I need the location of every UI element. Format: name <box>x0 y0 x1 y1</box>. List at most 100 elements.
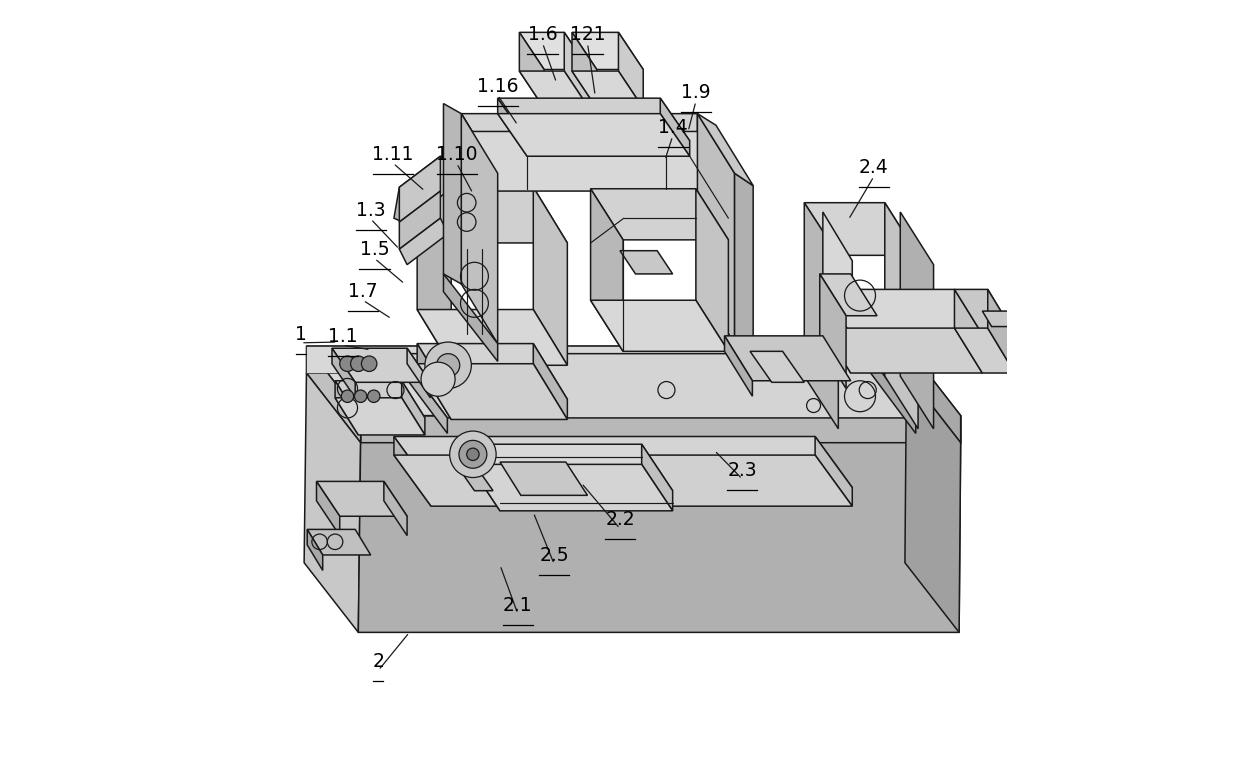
Text: 1.6: 1.6 <box>528 25 558 44</box>
Circle shape <box>341 390 353 402</box>
Polygon shape <box>332 348 430 382</box>
Polygon shape <box>724 336 753 396</box>
Polygon shape <box>660 98 689 156</box>
Polygon shape <box>590 300 728 351</box>
Polygon shape <box>823 289 851 373</box>
Polygon shape <box>815 437 852 506</box>
Polygon shape <box>394 437 852 488</box>
Polygon shape <box>417 364 568 420</box>
Polygon shape <box>399 191 440 249</box>
Text: 2.3: 2.3 <box>728 461 758 480</box>
Circle shape <box>425 342 471 388</box>
Polygon shape <box>444 274 497 361</box>
Polygon shape <box>461 113 734 173</box>
Polygon shape <box>590 189 728 240</box>
Polygon shape <box>469 444 500 510</box>
Polygon shape <box>697 113 753 186</box>
Circle shape <box>450 431 496 478</box>
Text: 2.1: 2.1 <box>503 596 533 615</box>
Polygon shape <box>572 33 596 108</box>
Polygon shape <box>520 33 589 69</box>
Polygon shape <box>619 33 644 108</box>
Polygon shape <box>497 113 689 156</box>
Polygon shape <box>906 346 961 443</box>
Polygon shape <box>306 346 361 443</box>
Polygon shape <box>464 476 494 491</box>
Polygon shape <box>620 251 672 274</box>
Text: 1: 1 <box>295 325 308 343</box>
Polygon shape <box>417 187 568 243</box>
Polygon shape <box>734 173 753 356</box>
Polygon shape <box>306 346 961 416</box>
Circle shape <box>355 390 367 402</box>
Text: 1.9: 1.9 <box>681 83 711 102</box>
Text: 1.11: 1.11 <box>372 145 414 164</box>
Text: 1.10: 1.10 <box>436 145 477 164</box>
Polygon shape <box>402 381 425 435</box>
Polygon shape <box>520 33 544 108</box>
Polygon shape <box>335 381 425 418</box>
Polygon shape <box>394 437 432 506</box>
Polygon shape <box>572 71 644 108</box>
Polygon shape <box>417 309 568 365</box>
Polygon shape <box>384 482 407 535</box>
Polygon shape <box>988 289 1014 373</box>
Circle shape <box>436 354 460 377</box>
Polygon shape <box>1039 301 1079 336</box>
Polygon shape <box>823 212 852 343</box>
Polygon shape <box>306 346 906 373</box>
Text: 1.4: 1.4 <box>657 118 687 137</box>
Polygon shape <box>399 156 440 222</box>
Polygon shape <box>399 354 916 418</box>
Polygon shape <box>399 354 448 434</box>
Polygon shape <box>805 203 918 256</box>
Polygon shape <box>394 187 433 234</box>
Text: 1.5: 1.5 <box>360 240 389 260</box>
Text: 2.2: 2.2 <box>605 510 635 529</box>
Polygon shape <box>696 189 728 351</box>
Polygon shape <box>724 336 851 381</box>
Text: 121: 121 <box>569 25 605 44</box>
Polygon shape <box>982 311 1070 326</box>
Circle shape <box>459 441 487 469</box>
Polygon shape <box>900 212 934 429</box>
Polygon shape <box>361 416 961 443</box>
Polygon shape <box>533 187 568 365</box>
Polygon shape <box>823 289 982 334</box>
Polygon shape <box>394 455 852 506</box>
Text: 1.3: 1.3 <box>356 200 386 220</box>
Polygon shape <box>497 98 527 156</box>
Polygon shape <box>335 398 425 435</box>
Polygon shape <box>905 373 961 632</box>
Polygon shape <box>417 187 451 365</box>
Polygon shape <box>820 274 846 388</box>
Circle shape <box>367 390 379 402</box>
Polygon shape <box>820 274 877 315</box>
Polygon shape <box>461 113 497 191</box>
Polygon shape <box>572 33 644 69</box>
Polygon shape <box>358 443 961 632</box>
Polygon shape <box>417 343 451 420</box>
Polygon shape <box>641 444 672 510</box>
Polygon shape <box>955 328 1014 373</box>
Polygon shape <box>520 71 589 108</box>
Polygon shape <box>332 348 355 398</box>
Circle shape <box>361 356 377 371</box>
Polygon shape <box>399 218 448 265</box>
Polygon shape <box>469 444 672 491</box>
Polygon shape <box>497 98 689 141</box>
Polygon shape <box>461 113 497 343</box>
Polygon shape <box>500 462 588 496</box>
Polygon shape <box>316 482 340 535</box>
Circle shape <box>466 448 479 461</box>
Polygon shape <box>750 351 805 382</box>
Polygon shape <box>590 189 622 351</box>
Polygon shape <box>399 156 472 203</box>
Polygon shape <box>955 289 982 373</box>
Polygon shape <box>564 33 589 108</box>
Text: 2: 2 <box>372 652 384 671</box>
Polygon shape <box>308 529 371 555</box>
Circle shape <box>351 356 366 371</box>
Circle shape <box>422 362 455 396</box>
Polygon shape <box>885 203 918 429</box>
